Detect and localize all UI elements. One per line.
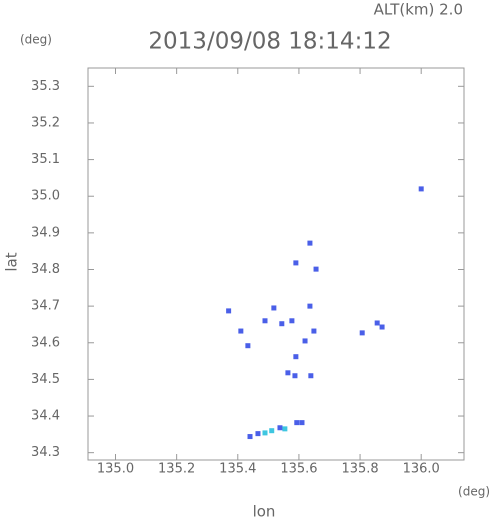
- point: [294, 420, 300, 426]
- x-axis-label: lon: [253, 503, 276, 521]
- plot-frame: [87, 67, 465, 461]
- annotation: ALT(km) 2.0: [374, 1, 463, 19]
- point: [293, 354, 299, 360]
- y-tick-label: 34.8: [31, 262, 60, 277]
- y-tick-label: 35.2: [31, 115, 60, 130]
- x-tick-label: 135.0: [97, 462, 134, 477]
- y-tick-label: 34.6: [31, 335, 60, 350]
- point: [289, 318, 295, 324]
- y-tick-label: 34.9: [31, 225, 60, 240]
- point: [262, 430, 268, 436]
- point: [359, 330, 365, 336]
- y-tick-label: 34.7: [31, 299, 60, 314]
- y-tick-label: 34.5: [31, 372, 60, 387]
- y-tick-label: 35.3: [31, 79, 60, 94]
- x-tick-label: 135.2: [158, 462, 195, 477]
- y-tick-label: 35.0: [31, 189, 60, 204]
- chart-title: 2013/09/08 18:14:12: [148, 29, 391, 55]
- y-unit: (deg): [20, 33, 52, 47]
- point: [279, 321, 285, 327]
- point: [271, 305, 277, 311]
- x-tick-label: 136.0: [403, 462, 440, 477]
- y-tick-label: 34.4: [31, 409, 60, 424]
- x-unit: (deg): [458, 485, 490, 499]
- point: [238, 328, 244, 334]
- point: [247, 434, 253, 440]
- x-tick-label: 135.8: [341, 462, 378, 477]
- point: [293, 260, 299, 266]
- point: [418, 186, 424, 192]
- point: [374, 320, 380, 326]
- point: [379, 324, 385, 330]
- point: [299, 420, 305, 426]
- point: [311, 328, 317, 334]
- point: [292, 373, 298, 379]
- y-tick-label: 35.1: [31, 152, 60, 167]
- point: [313, 266, 319, 272]
- point: [262, 318, 268, 324]
- point: [308, 373, 314, 379]
- point: [307, 240, 313, 246]
- point: [277, 425, 283, 431]
- point: [282, 426, 288, 432]
- point: [285, 370, 291, 376]
- point: [302, 338, 308, 344]
- point: [307, 303, 313, 309]
- y-tick-label: 34.3: [31, 445, 60, 460]
- point: [255, 431, 261, 437]
- x-tick-label: 135.6: [280, 462, 317, 477]
- point: [245, 343, 251, 349]
- y-axis-label: lat: [3, 252, 21, 271]
- point: [269, 428, 275, 434]
- x-tick-label: 135.4: [219, 462, 256, 477]
- point: [226, 308, 232, 314]
